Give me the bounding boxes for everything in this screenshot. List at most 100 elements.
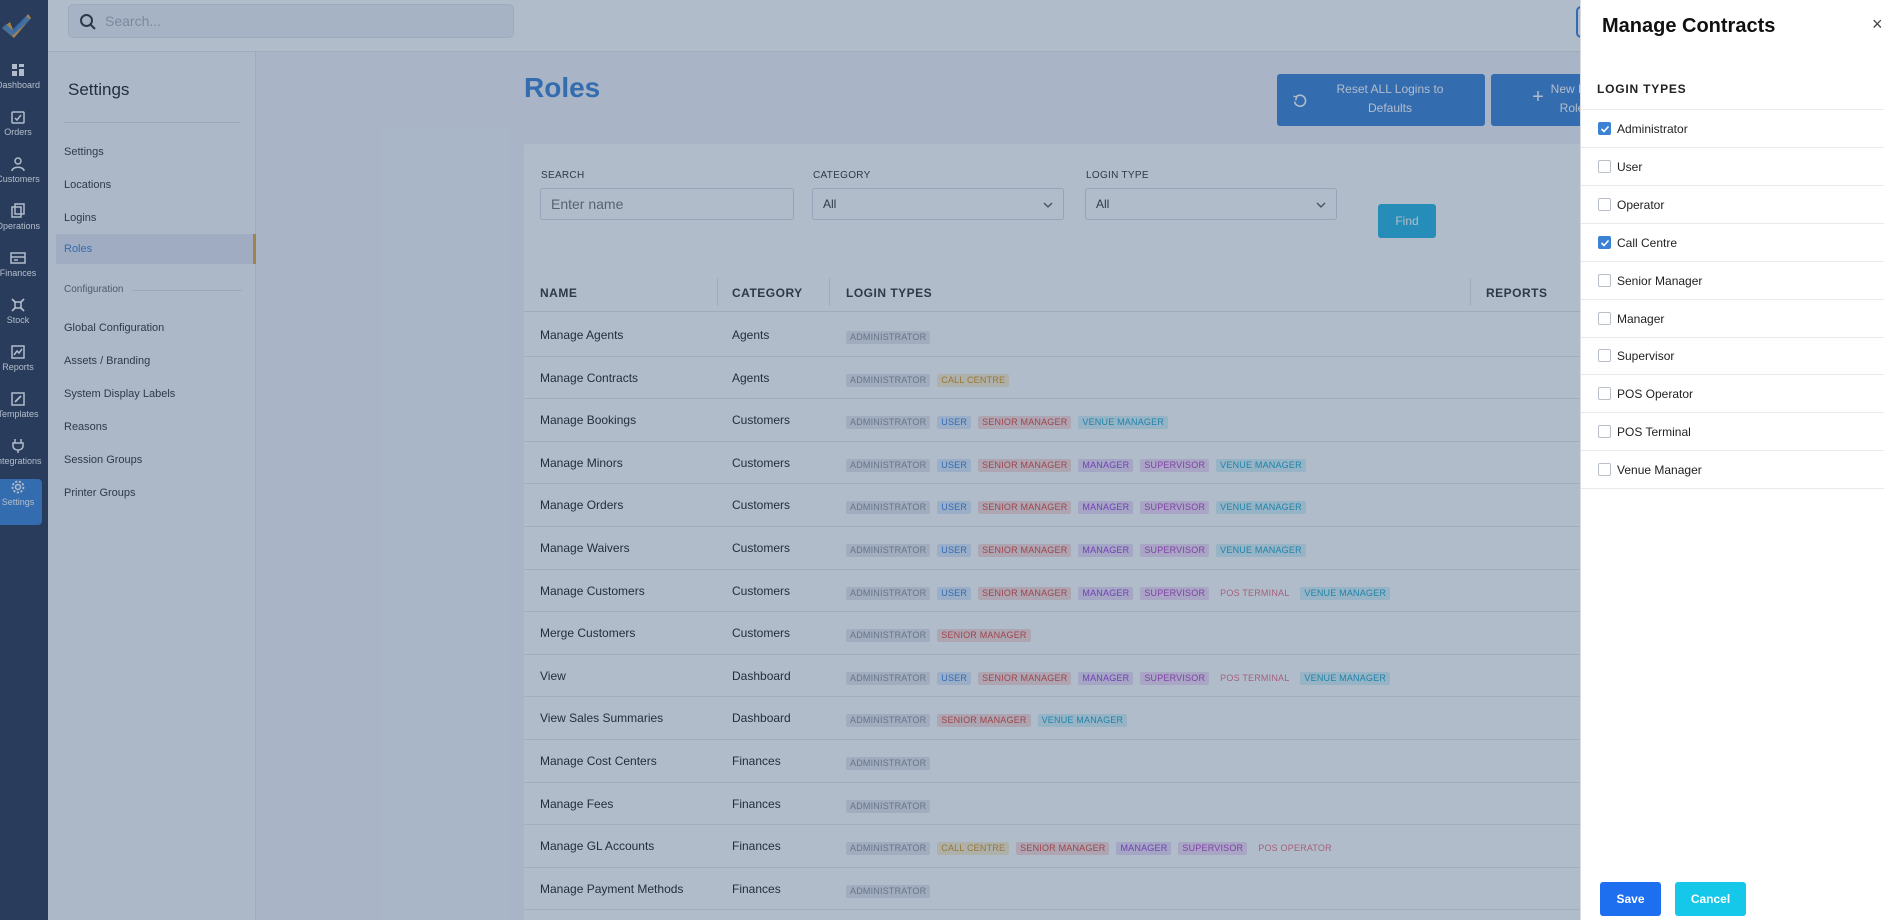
rail-item-dashboard[interactable]: Dashboard xyxy=(0,62,48,106)
login-type-tag: ADMINISTRATOR xyxy=(846,586,931,600)
subnav-item-roles[interactable]: Roles xyxy=(56,234,256,264)
login-type-option-pos-terminal[interactable]: POS Terminal xyxy=(1581,413,1884,452)
top-bar xyxy=(48,0,1884,52)
table-row[interactable]: Manage Bookings Customers ADMINISTRATOR USE… xyxy=(524,399,1884,442)
rail-item-templates[interactable]: Templates xyxy=(0,391,48,435)
rail-item-integrations[interactable]: Integrations xyxy=(0,438,48,482)
rail-item-orders[interactable]: Orders xyxy=(0,109,48,153)
login-type-select[interactable]: All xyxy=(1085,188,1337,220)
role-name: Manage GL Accounts xyxy=(540,839,655,854)
call-centre-checkbox[interactable] xyxy=(1598,235,1611,249)
login-type-option-pos-operator[interactable]: POS Operator xyxy=(1581,375,1884,414)
login-type-option-administrator[interactable]: Administrator xyxy=(1581,110,1884,148)
rail-item-settings[interactable]: Settings xyxy=(0,479,42,525)
rail-item-finances[interactable]: Finances xyxy=(0,250,48,294)
login-type-tags: ADMINISTRATOR SENIOR MANAGER xyxy=(846,625,1038,643)
table-row[interactable]: Merge Customers Customers ADMINISTRATOR SEN… xyxy=(524,612,1884,655)
subnav-item-printer-groups[interactable]: Printer Groups xyxy=(64,487,136,499)
save-button[interactable]: Save xyxy=(1600,882,1661,916)
modal-backdrop[interactable] xyxy=(0,0,1580,920)
column-header-category[interactable]: CATEGORY xyxy=(732,286,803,300)
subnav-item-session-groups[interactable]: Session Groups xyxy=(64,454,143,466)
subnav-item-settings[interactable]: Settings xyxy=(64,146,104,158)
table-row[interactable]: Manage Agents Agents ADMINISTRATOR xyxy=(524,314,1884,357)
brand-logo-icon[interactable] xyxy=(0,8,34,42)
rail-item-stock[interactable]: Stock xyxy=(0,297,48,341)
senior-manager-checkbox[interactable] xyxy=(1598,273,1611,287)
subnav-divider xyxy=(64,122,240,123)
login-type-tag: ADMINISTRATOR xyxy=(846,757,931,770)
chevron-down-icon xyxy=(1316,202,1326,208)
table-row[interactable]: Manage Contracts Agents ADMINISTRATOR CALL … xyxy=(524,357,1884,400)
table-row[interactable]: View Dashboard ADMINISTRATOR USER SENIOR MAN… xyxy=(524,655,1884,698)
login-type-tag: MANAGER xyxy=(1078,501,1134,515)
table-row[interactable]: Manage Waivers Customers ADMINISTRATOR USER… xyxy=(524,527,1884,570)
cancel-button[interactable]: Cancel xyxy=(1675,882,1746,916)
login-type-tag: VENUE MANAGER xyxy=(1216,501,1306,515)
global-search-input[interactable] xyxy=(105,11,485,31)
subnav-item-system-display-labels[interactable]: System Display Labels xyxy=(64,388,176,400)
table-row[interactable]: Manage Cost Centers Finances ADMINISTRATOR xyxy=(524,740,1884,783)
login-type-option-supervisor[interactable]: Supervisor xyxy=(1581,337,1884,376)
table-row[interactable]: View Sales Summaries Dashboard ADMINISTRAT… xyxy=(524,697,1884,740)
templates-icon xyxy=(11,392,25,406)
login-type-tag: USER xyxy=(937,458,972,472)
login-type-tags: ADMINISTRATOR USER SENIOR MANAGER MANAGER SU… xyxy=(846,497,1313,515)
table-row[interactable]: Manage Customers Customers ADMINISTRATOR US… xyxy=(524,570,1884,613)
login-type-option-label: Senior Manager xyxy=(1617,273,1703,288)
find-button[interactable]: Find xyxy=(1378,204,1436,238)
column-header-reports[interactable]: REPORTS xyxy=(1486,286,1548,300)
supervisor-checkbox[interactable] xyxy=(1598,349,1611,363)
column-header-name[interactable]: NAME xyxy=(540,286,578,300)
login-type-tag: SUPERVISOR xyxy=(1140,586,1210,600)
table-row[interactable]: Manage Minors Customers ADMINISTRATOR USER S… xyxy=(524,442,1884,485)
pos-terminal-checkbox[interactable] xyxy=(1598,425,1611,439)
login-type-tag: USER xyxy=(937,586,972,600)
checkmark-icon xyxy=(1600,239,1610,247)
reset-all-logins-label: Reset ALL Logins to Defaults xyxy=(1336,82,1444,115)
category-filter-label: CATEGORY xyxy=(813,170,871,181)
role-name-search-input[interactable] xyxy=(540,188,794,220)
operator-checkbox[interactable] xyxy=(1598,197,1611,211)
reset-all-logins-button[interactable]: Reset ALL Logins to Defaults xyxy=(1277,74,1485,126)
login-type-option-label: Administrator xyxy=(1617,122,1688,136)
login-type-tag: SENIOR MANAGER xyxy=(978,671,1072,685)
login-type-option-senior-manager[interactable]: Senior Manager xyxy=(1581,262,1884,300)
subnav-item-locations[interactable]: Locations xyxy=(64,179,112,191)
subnav-item-global-configuration[interactable]: Global Configuration xyxy=(64,322,165,334)
administrator-checkbox[interactable] xyxy=(1598,122,1611,135)
table-row[interactable]: Manage Payment Methods Finances ADMINISTRA… xyxy=(524,868,1884,911)
login-type-tag: MANAGER xyxy=(1078,458,1134,472)
role-name: Manage Customers xyxy=(540,583,645,598)
login-type-option-call-centre[interactable]: Call Centre xyxy=(1581,224,1884,262)
reports-icon xyxy=(11,345,25,359)
rail-item-operations[interactable]: Operations xyxy=(0,203,48,247)
rail-item-customers[interactable]: Customers xyxy=(0,156,48,200)
login-type-option-venue-manager[interactable]: Venue Manager xyxy=(1581,451,1884,490)
global-search[interactable] xyxy=(68,4,514,38)
subnav-item-logins[interactable]: Logins xyxy=(64,212,97,224)
login-type-option-operator[interactable]: Operator xyxy=(1581,186,1884,224)
login-type-tag: ADMINISTRATOR xyxy=(846,331,931,344)
column-header-login-types[interactable]: LOGIN TYPES xyxy=(846,286,933,300)
login-type-option-label: Call Centre xyxy=(1617,235,1678,250)
table-row[interactable]: Manage Orders Customers ADMINISTRATOR USER S… xyxy=(524,484,1884,527)
manager-checkbox[interactable] xyxy=(1598,311,1611,325)
login-type-tag: SUPERVISOR xyxy=(1140,501,1210,515)
table-row[interactable]: Manage Fees Finances ADMINISTRATOR xyxy=(524,783,1884,826)
category-select-value: All xyxy=(823,197,837,211)
login-type-option-manager[interactable]: Manager xyxy=(1581,300,1884,338)
subnav-item-assets-branding[interactable]: Assets / Branding xyxy=(64,355,151,367)
pos-operator-checkbox[interactable] xyxy=(1598,387,1611,401)
table-row[interactable]: Manage GL Accounts Finances ADMINISTRATOR C… xyxy=(524,825,1884,868)
login-type-option-user[interactable]: User xyxy=(1581,148,1884,186)
user-checkbox[interactable] xyxy=(1598,159,1611,173)
category-select[interactable]: All xyxy=(812,188,1064,220)
rail-item-reports[interactable]: Reports xyxy=(0,344,48,388)
rail-item-label: Operations xyxy=(0,221,41,231)
close-icon[interactable]: × xyxy=(1872,14,1883,34)
venue-manager-checkbox[interactable] xyxy=(1598,463,1611,477)
login-type-tag: USER xyxy=(937,544,972,557)
login-type-tag: ADMINISTRATOR xyxy=(846,629,931,643)
subnav-item-reasons[interactable]: Reasons xyxy=(64,421,108,433)
